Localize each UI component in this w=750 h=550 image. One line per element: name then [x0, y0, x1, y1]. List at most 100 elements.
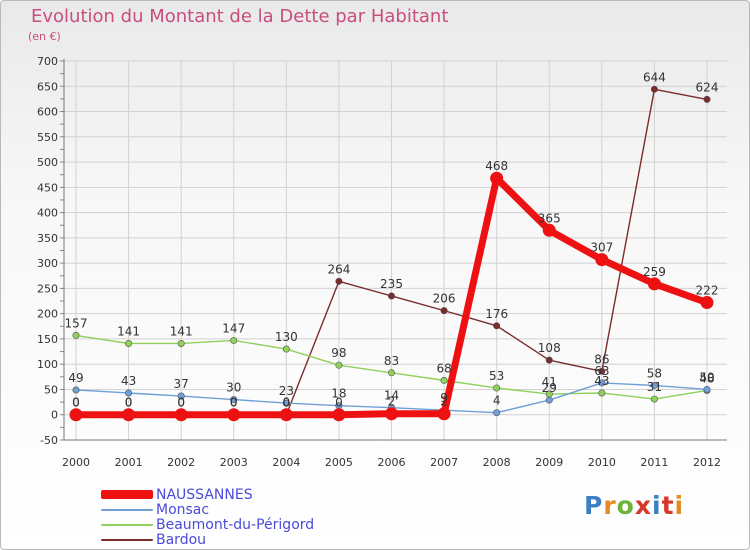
data-label: 63: [594, 364, 609, 378]
x-tick-label: 2012: [693, 456, 721, 469]
data-point: [72, 386, 80, 394]
legend-label: Bardou: [156, 531, 207, 548]
y-tick-label: 250: [37, 282, 58, 295]
data-label: 9: [440, 391, 448, 405]
y-tick-label: 650: [37, 80, 58, 93]
data-label: 37: [174, 377, 189, 391]
x-tick-label: 2010: [588, 456, 616, 469]
legend-swatch: [101, 508, 153, 511]
chart-subtitle: (en €): [28, 30, 61, 43]
y-tick-label: 700: [37, 55, 58, 68]
data-point: [282, 399, 290, 407]
data-label: 23: [279, 384, 294, 398]
data-point: [335, 361, 343, 369]
data-point: [440, 307, 448, 315]
data-label: 130: [275, 330, 298, 344]
x-tick-label: 2009: [535, 456, 563, 469]
y-tick-label: -50: [40, 434, 58, 447]
legend-item: Bardou: [101, 531, 314, 548]
data-point: [703, 385, 711, 393]
data-point: [385, 407, 398, 421]
data-point: [387, 292, 395, 300]
data-point: [493, 409, 501, 417]
data-point: [125, 339, 133, 347]
legend-swatch: [101, 523, 153, 526]
logo-letter: i: [652, 491, 662, 520]
legend-item: Beaumont-du-Périgord: [101, 516, 315, 533]
data-point: [650, 85, 658, 93]
data-label: 176: [485, 307, 508, 321]
data-point: [493, 322, 501, 330]
data-label: 147: [222, 321, 245, 335]
data-point: [490, 171, 504, 185]
proxiti-logo: Proxiti: [584, 491, 684, 520]
data-point: [72, 331, 80, 339]
data-label: 58: [647, 366, 662, 380]
data-point: [542, 223, 556, 237]
data-label: 0: [335, 396, 343, 410]
y-tick-label: 100: [37, 358, 58, 371]
x-tick-label: 2006: [378, 456, 406, 469]
data-point: [598, 379, 606, 387]
data-point: [598, 367, 606, 375]
x-tick-label: 2005: [325, 456, 353, 469]
data-point: [177, 339, 185, 347]
data-label: 108: [538, 341, 561, 355]
y-tick-label: 550: [37, 131, 58, 144]
data-label: 624: [696, 80, 719, 94]
data-label: 83: [384, 354, 399, 368]
data-label: 0: [125, 396, 133, 410]
data-label: 18: [331, 387, 346, 401]
data-label: 2: [440, 395, 448, 409]
data-point: [387, 369, 395, 377]
data-label: 14: [384, 389, 399, 403]
x-tick-label: 2002: [167, 456, 195, 469]
data-point: [703, 95, 711, 103]
data-point: [545, 396, 553, 404]
data-point: [279, 408, 293, 422]
data-label: 141: [117, 324, 140, 338]
y-tick-label: 600: [37, 106, 58, 119]
y-tick-label: 500: [37, 156, 58, 169]
y-tick-label: 400: [37, 207, 58, 220]
data-label: 0: [283, 396, 291, 410]
data-label: 365: [538, 211, 561, 225]
data-label: 259: [643, 265, 666, 279]
x-tick-label: 2011: [640, 456, 668, 469]
data-point: [227, 408, 241, 422]
y-tick-label: 150: [37, 333, 58, 346]
data-label: 222: [696, 284, 719, 298]
data-point: [595, 253, 609, 267]
data-label: 29: [542, 381, 557, 395]
x-tick-label: 2001: [115, 456, 143, 469]
x-tick-label: 2003: [220, 456, 248, 469]
data-point: [69, 408, 83, 422]
legend-label: Beaumont-du-Périgord: [156, 516, 315, 533]
data-label: 0: [230, 396, 238, 410]
data-label: 31: [647, 380, 662, 394]
data-label: 235: [380, 277, 403, 291]
data-label: 98: [331, 346, 346, 360]
y-tick-label: 200: [37, 308, 58, 321]
legend-item: Monsac: [101, 502, 314, 518]
logo-letter: r: [603, 491, 617, 520]
data-label: 0: [72, 396, 80, 410]
data-point: [125, 389, 133, 397]
x-tick-label: 2000: [62, 456, 90, 469]
chart-legend: NAUSSANNES Monsac Beaumont-du-Périgord Bard…: [101, 487, 315, 548]
logo-letter: x: [634, 491, 652, 520]
x-tick-label: 2008: [483, 456, 511, 469]
y-tick-label: 350: [37, 232, 58, 245]
logo-letter: t: [661, 491, 675, 520]
data-label: 43: [121, 374, 136, 388]
y-tick-label: 450: [37, 181, 58, 194]
data-label: 49: [68, 371, 83, 385]
data-label: 206: [433, 292, 456, 306]
data-label: 4: [493, 394, 501, 408]
data-label: 0: [125, 396, 133, 410]
data-point: [598, 389, 606, 397]
data-label: 0: [72, 396, 80, 410]
y-tick-label: 50: [44, 383, 58, 396]
